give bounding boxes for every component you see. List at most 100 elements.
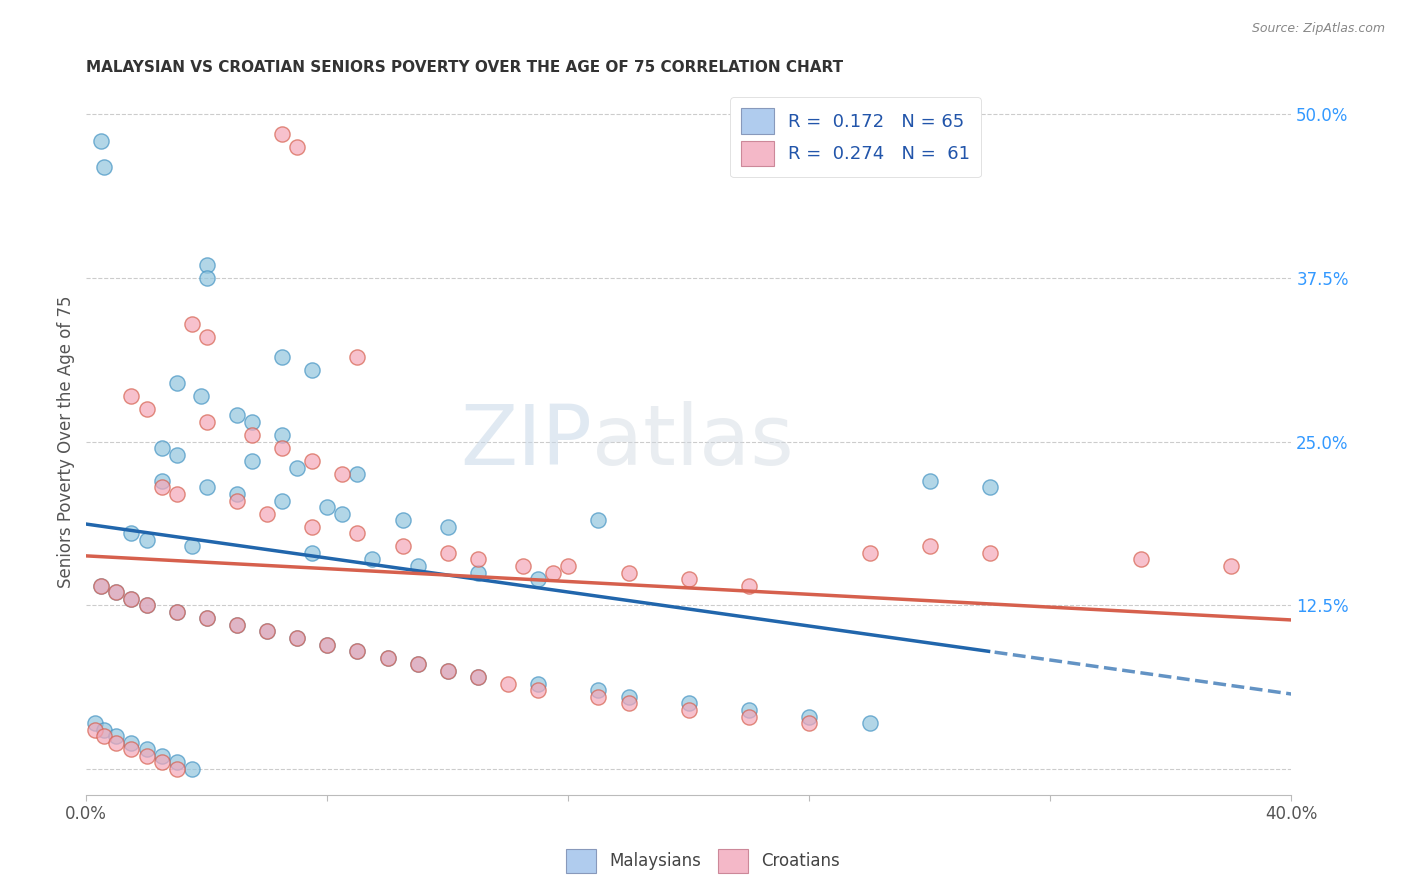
Point	[105, 729, 128, 743]
Point	[512, 559, 534, 574]
Point	[346, 644, 368, 658]
Y-axis label: Seniors Poverty Over the Age of 75: Seniors Poverty Over the Age of 75	[58, 295, 75, 588]
Point	[195, 611, 218, 625]
Point	[135, 748, 157, 763]
Point	[617, 690, 640, 704]
Point	[271, 441, 294, 455]
Point	[105, 585, 128, 599]
Text: Source: ZipAtlas.com: Source: ZipAtlas.com	[1251, 22, 1385, 36]
Point	[166, 605, 188, 619]
Point	[678, 703, 700, 717]
Point	[121, 742, 143, 756]
Point	[285, 140, 308, 154]
Point	[150, 480, 173, 494]
Point	[738, 579, 761, 593]
Point	[90, 579, 112, 593]
Point	[93, 160, 115, 174]
Point	[226, 618, 249, 632]
Point	[678, 572, 700, 586]
Point	[406, 559, 429, 574]
Point	[588, 690, 610, 704]
Point	[496, 677, 519, 691]
Point	[195, 415, 218, 429]
Point	[527, 572, 550, 586]
Point	[527, 677, 550, 691]
Point	[541, 566, 564, 580]
Point	[166, 605, 188, 619]
Point	[240, 415, 263, 429]
Point	[858, 716, 880, 731]
Point	[84, 716, 107, 731]
Point	[799, 716, 821, 731]
Point	[166, 448, 188, 462]
Point	[93, 723, 115, 737]
Point	[406, 657, 429, 672]
Point	[135, 599, 157, 613]
Point	[316, 500, 339, 515]
Point	[150, 748, 173, 763]
Point	[166, 376, 188, 390]
Point	[135, 599, 157, 613]
Point	[180, 317, 202, 331]
Point	[316, 638, 339, 652]
Point	[190, 389, 212, 403]
Point	[617, 697, 640, 711]
Point	[527, 683, 550, 698]
Point	[121, 591, 143, 606]
Text: MALAYSIAN VS CROATIAN SENIORS POVERTY OVER THE AGE OF 75 CORRELATION CHART: MALAYSIAN VS CROATIAN SENIORS POVERTY OV…	[86, 60, 844, 75]
Point	[271, 428, 294, 442]
Point	[166, 762, 188, 776]
Point	[678, 697, 700, 711]
Point	[105, 736, 128, 750]
Point	[195, 480, 218, 494]
Point	[150, 441, 173, 455]
Point	[285, 460, 308, 475]
Point	[979, 546, 1001, 560]
Point	[588, 513, 610, 527]
Text: atlas: atlas	[592, 401, 794, 483]
Point	[436, 520, 458, 534]
Point	[391, 513, 413, 527]
Point	[918, 474, 941, 488]
Point	[226, 487, 249, 501]
Point	[180, 540, 202, 554]
Point	[256, 507, 278, 521]
Point	[256, 624, 278, 639]
Point	[150, 474, 173, 488]
Point	[195, 330, 218, 344]
Point	[346, 467, 368, 482]
Point	[195, 611, 218, 625]
Point	[557, 559, 579, 574]
Point	[1129, 552, 1152, 566]
Legend: Malaysians, Croatians: Malaysians, Croatians	[560, 842, 846, 880]
Point	[271, 493, 294, 508]
Legend: R =  0.172   N = 65, R =  0.274   N =  61: R = 0.172 N = 65, R = 0.274 N = 61	[731, 97, 981, 178]
Point	[135, 533, 157, 547]
Point	[271, 350, 294, 364]
Point	[121, 736, 143, 750]
Point	[195, 258, 218, 272]
Point	[436, 664, 458, 678]
Point	[738, 703, 761, 717]
Point	[467, 552, 489, 566]
Point	[166, 487, 188, 501]
Point	[84, 723, 107, 737]
Point	[377, 650, 399, 665]
Point	[105, 585, 128, 599]
Point	[166, 756, 188, 770]
Point	[271, 127, 294, 141]
Point	[436, 664, 458, 678]
Point	[256, 624, 278, 639]
Point	[90, 134, 112, 148]
Point	[361, 552, 384, 566]
Point	[301, 454, 323, 468]
Point	[918, 540, 941, 554]
Point	[135, 401, 157, 416]
Point	[301, 362, 323, 376]
Text: ZIP: ZIP	[461, 401, 592, 483]
Point	[135, 742, 157, 756]
Point	[226, 618, 249, 632]
Point	[180, 762, 202, 776]
Point	[1220, 559, 1243, 574]
Point	[301, 520, 323, 534]
